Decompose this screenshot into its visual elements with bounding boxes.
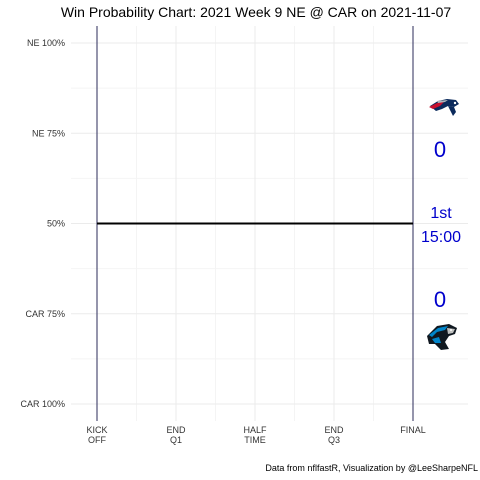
x-tick-label: FINAL [400, 425, 426, 435]
ne-score: 0 [434, 137, 446, 162]
y-tick-label: 50% [47, 219, 65, 229]
x-tick-label: Q3 [328, 435, 340, 445]
y-tick-labels: NE 100% NE 75% 50% CAR 75% CAR 100% [20, 38, 65, 409]
game-quarter: 1st [430, 205, 452, 222]
x-tick-label: OFF [88, 435, 106, 445]
chart-caption: Data from nflfastR, Visualization by @Le… [265, 463, 478, 473]
car-score: 0 [434, 287, 446, 312]
y-tick-label: CAR 75% [25, 309, 65, 319]
y-tick-label: CAR 100% [20, 399, 65, 409]
chart-title: Win Probability Chart: 2021 Week 9 NE @ … [61, 4, 452, 20]
game-clock: 15:00 [421, 229, 461, 246]
x-tick-label: Q1 [170, 435, 182, 445]
patriots-logo-icon [429, 99, 459, 116]
x-tick-label: END [166, 425, 186, 435]
x-tick-label: TIME [244, 435, 266, 445]
x-tick-label: END [324, 425, 344, 435]
panthers-logo-icon [427, 324, 457, 350]
y-tick-label: NE 75% [32, 128, 65, 138]
y-tick-label: NE 100% [27, 38, 65, 48]
x-tick-label: HALF [243, 425, 267, 435]
x-tick-label: KICK [86, 425, 107, 435]
